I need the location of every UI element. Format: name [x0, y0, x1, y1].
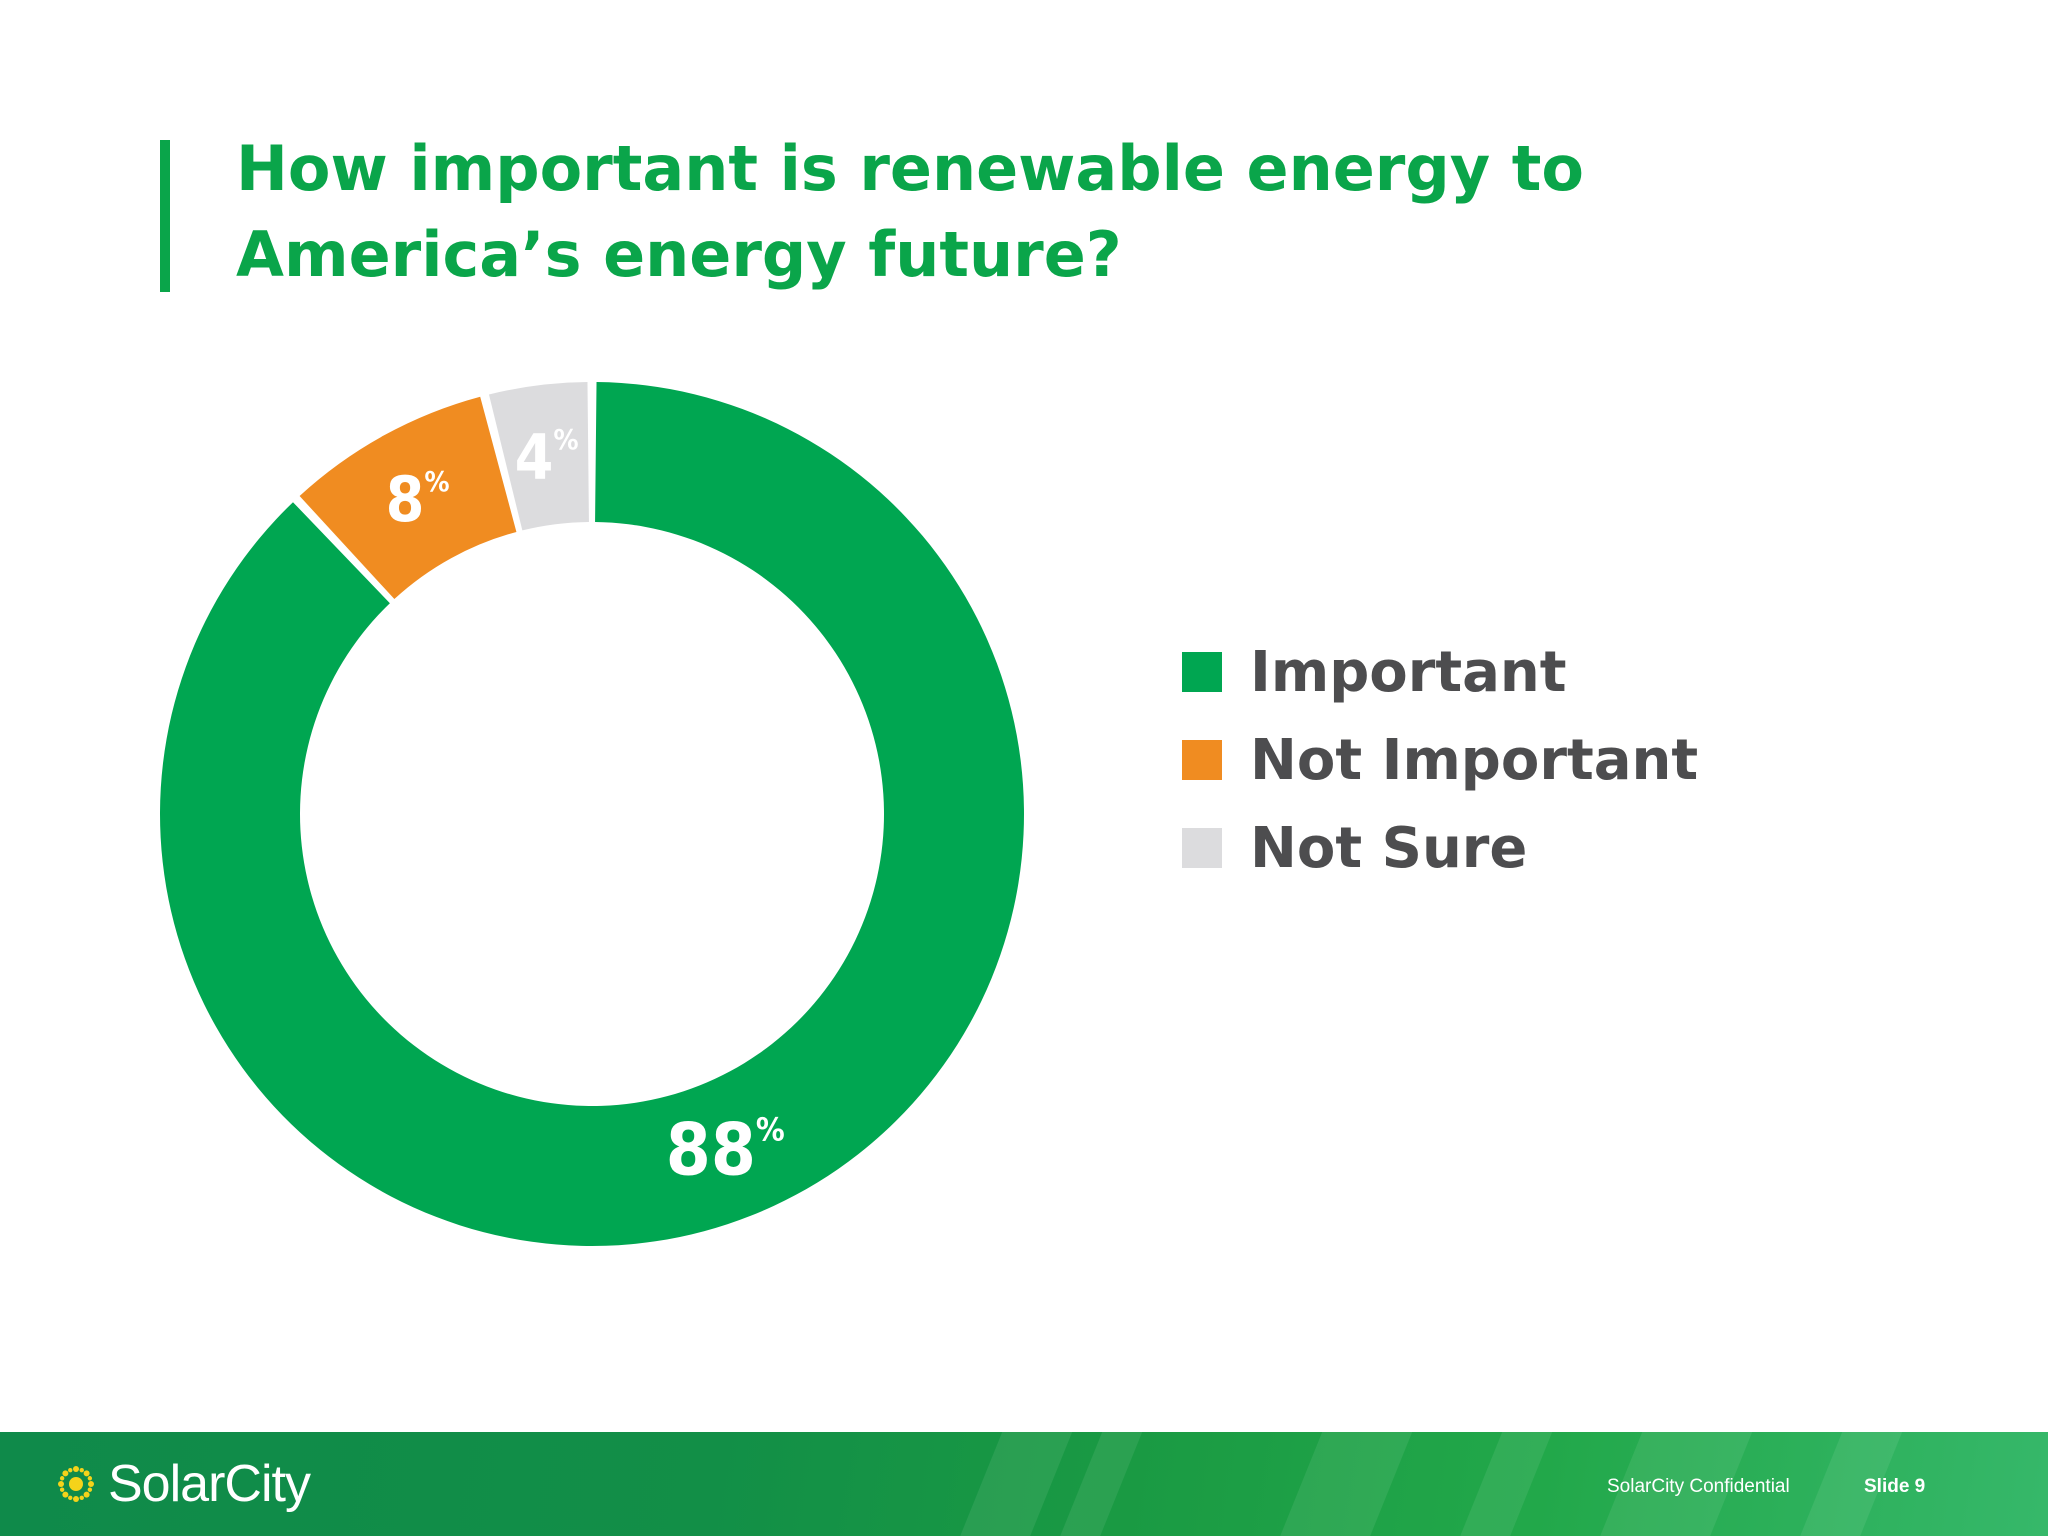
- logo-text: SolarCity: [108, 1455, 311, 1513]
- legend-label-not-important: Not Important: [1250, 727, 1699, 793]
- donut-slice-not-important: [299, 396, 517, 600]
- legend-label-not-sure: Not Sure: [1250, 815, 1528, 881]
- legend-swatch-not-important: [1182, 740, 1222, 780]
- legend-label-important: Important: [1250, 639, 1567, 705]
- title-accent-bar: [160, 140, 170, 292]
- legend-item-not-sure: Not Sure: [1182, 804, 1698, 892]
- legend-swatch-important: [1182, 652, 1222, 692]
- donut-slice-not-sure: [488, 382, 589, 531]
- footer-confidential: SolarCity Confidential: [1607, 1476, 1790, 1497]
- legend-item-not-important: Not Important: [1182, 716, 1698, 804]
- solarcity-logo: SolarCity: [48, 1454, 311, 1514]
- sun-icon: [58, 1466, 94, 1502]
- legend-swatch-not-sure: [1182, 828, 1222, 868]
- slide-title: How important is renewable energy to Ame…: [236, 132, 1584, 291]
- footer-bar: SolarCity SolarCity Confidential Slide 9: [0, 1432, 2048, 1536]
- legend-item-important: Important: [1182, 628, 1698, 716]
- donut-slice-important: [160, 382, 1025, 1246]
- chart-legend: Important Not Important Not Sure: [1182, 628, 1698, 892]
- footer-slide-number: Slide 9: [1864, 1476, 1926, 1497]
